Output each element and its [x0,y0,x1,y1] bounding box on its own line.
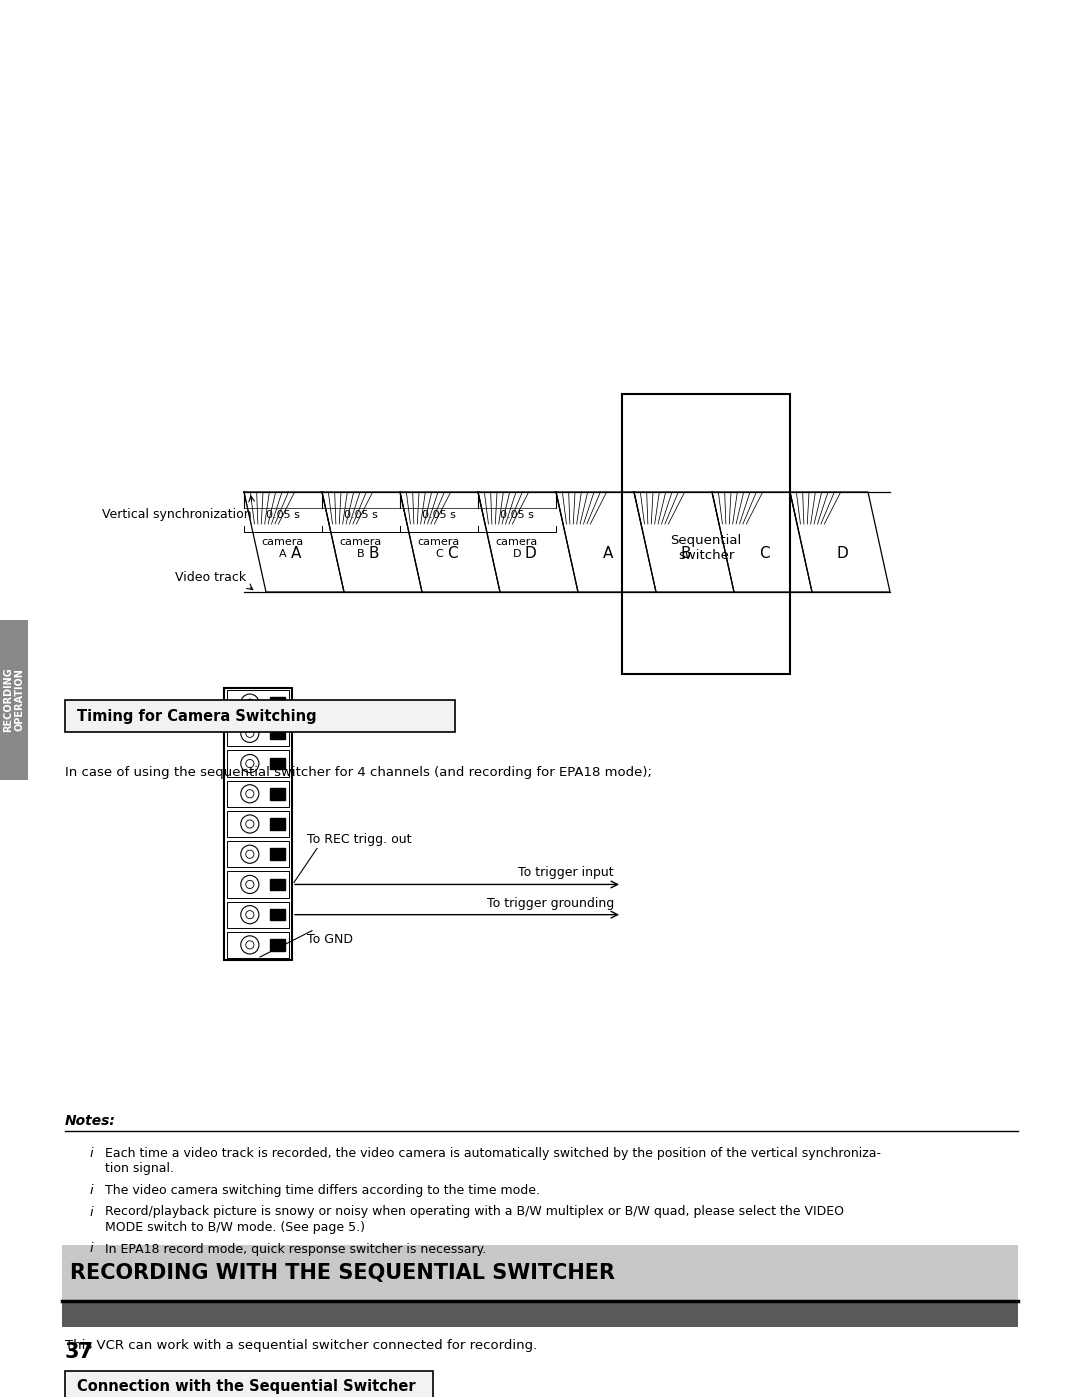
Bar [227,932,289,958]
Bar [270,848,285,861]
Text: A: A [291,546,301,562]
Text: D: D [524,546,536,562]
Text: Each time a video track is recorded, the video camera is automatically switched : Each time a video track is recorded, the… [105,1147,881,1175]
Bar [270,909,285,921]
Text: 0.05 s: 0.05 s [345,510,378,520]
Text: To trigger input: To trigger input [518,866,615,880]
Bar [227,841,289,868]
Text: i: i [90,1185,94,1197]
Bar [270,728,285,739]
Text: i: i [90,1242,94,1256]
Text: Vertical synchronization: Vertical synchronization [103,509,252,521]
Bar [270,757,285,770]
Text: camera
B: camera B [340,536,382,559]
Text: This VCR can work with a sequential switcher connected for recording.: This VCR can work with a sequential swit… [65,1338,537,1352]
Text: Timing for Camera Switching: Timing for Camera Switching [77,708,316,724]
Text: To GND: To GND [307,933,353,946]
Text: 0.05 s: 0.05 s [422,510,456,520]
Text: C: C [447,546,458,562]
Bar [227,690,289,717]
Bar [65,700,455,732]
Text: RECORDING WITH THE SEQUENTIAL SWITCHER: RECORDING WITH THE SEQUENTIAL SWITCHER [70,1263,615,1282]
Text: B: B [369,546,379,562]
Bar [62,1245,1018,1301]
Bar [227,872,289,897]
Text: Record/playback picture is snowy or noisy when operating with a B/W multiplex or: Record/playback picture is snowy or nois… [105,1206,843,1234]
Text: To REC trigg. out: To REC trigg. out [307,834,411,847]
Text: camera
D: camera D [496,536,538,559]
Text: Sequential
switcher: Sequential switcher [671,534,742,562]
Text: camera
C: camera C [418,536,460,559]
Bar [270,939,285,950]
Text: i: i [90,1147,94,1160]
Bar [65,1370,433,1397]
Bar [227,810,289,837]
Bar [62,1267,1018,1327]
Text: Video track: Video track [175,571,246,584]
Text: 0.05 s: 0.05 s [500,510,534,520]
Text: Notes:: Notes: [65,1113,116,1127]
Bar [227,750,289,777]
Text: i: i [90,1206,94,1218]
Text: To trigger grounding: To trigger grounding [487,897,615,909]
Text: In EPA18 record mode, quick response switcher is necessary.: In EPA18 record mode, quick response swi… [105,1242,486,1256]
Bar [227,901,289,928]
Bar [270,879,285,890]
Text: camera
A: camera A [261,536,305,559]
Bar [227,781,289,807]
Text: 37: 37 [65,1343,94,1362]
Bar [227,721,289,746]
Text: D: D [836,546,848,562]
Bar [224,687,292,960]
Bar [270,819,285,830]
Bar [0,620,28,780]
Bar [270,788,285,799]
Text: 0.05 s: 0.05 s [266,510,300,520]
Text: RECORDING
OPERATION: RECORDING OPERATION [3,668,25,732]
Text: The video camera switching time differs according to the time mode.: The video camera switching time differs … [105,1185,540,1197]
Text: C: C [759,546,770,562]
Text: In case of using the sequential switcher for 4 channels (and recording for EPA18: In case of using the sequential switcher… [65,766,652,780]
Text: Connection with the Sequential Switcher: Connection with the Sequential Switcher [77,1379,416,1394]
Bar [270,697,285,708]
Bar [622,394,789,673]
Text: A: A [603,546,613,562]
Text: B: B [681,546,691,562]
